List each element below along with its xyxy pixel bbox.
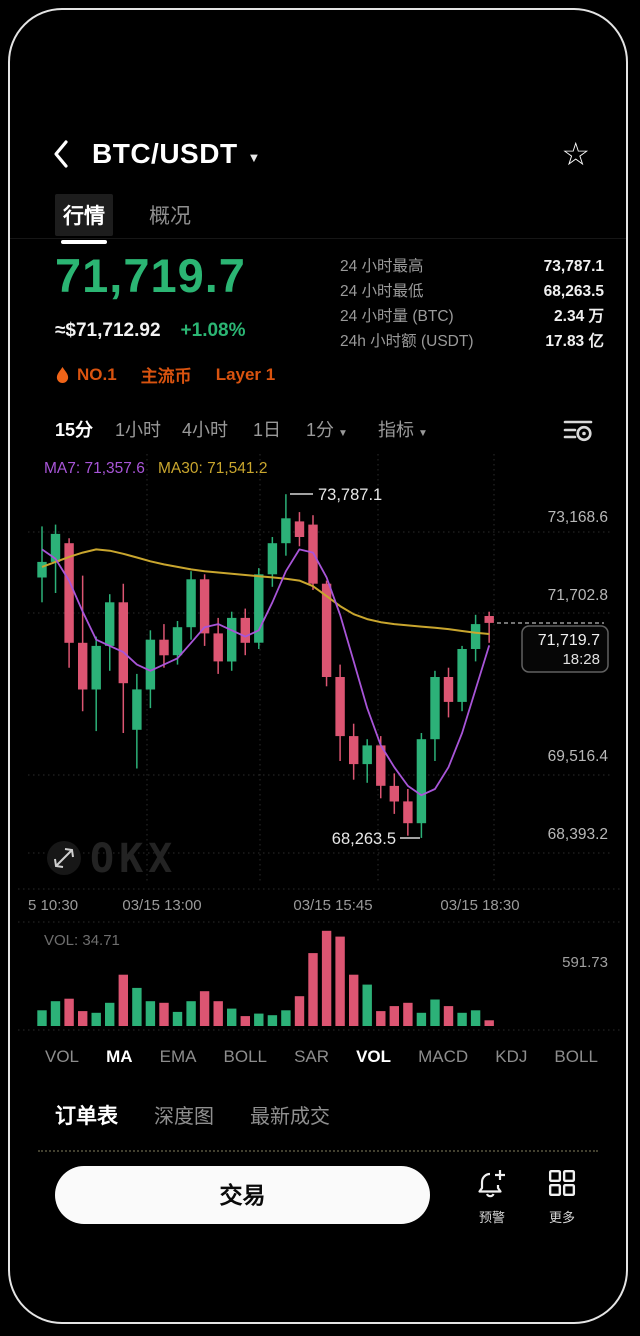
dotted-divider bbox=[38, 1150, 598, 1152]
stat-row: 24 小时最低 68,263.5 bbox=[340, 283, 604, 300]
badge-time: 18:28 bbox=[562, 651, 600, 668]
ind-boll[interactable]: BOLL bbox=[223, 1047, 267, 1066]
last-price-badge[interactable] bbox=[521, 625, 609, 673]
pair-title[interactable]: BTC/USDT bbox=[92, 138, 238, 169]
layer1-badge[interactable]: Layer 1 bbox=[215, 364, 276, 384]
pair-dropdown-icon[interactable]: ▼ bbox=[247, 149, 261, 165]
ma30-line bbox=[41, 548, 490, 635]
ind-macd[interactable]: MACD bbox=[418, 1047, 469, 1066]
svg-text:5 10:30: 5 10:30 bbox=[28, 897, 78, 914]
svg-text:03/15 18:30: 03/15 18:30 bbox=[440, 897, 519, 914]
header: BTC/USDT ▼ ☆ bbox=[10, 130, 626, 178]
stat-row: 24 小时最高 73,787.1 bbox=[340, 258, 604, 275]
ma30-label: MA30: 71,541.2 bbox=[158, 460, 267, 477]
ind-sar[interactable]: SAR bbox=[294, 1047, 330, 1066]
candlestick-series bbox=[37, 494, 494, 838]
trade-button[interactable]: 交易 bbox=[55, 1166, 430, 1224]
tab-overview[interactable]: 概况 bbox=[149, 205, 191, 228]
chart-settings-icon[interactable] bbox=[560, 415, 596, 445]
tab-market[interactable]: 行情 bbox=[55, 194, 113, 244]
indicator-dropdown[interactable]: 指标 ▼ bbox=[378, 420, 428, 440]
alert-bell-icon bbox=[478, 1170, 505, 1198]
approx-usd: ≈$71,712.92 bbox=[55, 320, 161, 341]
svg-text:03/15 15:45: 03/15 15:45 bbox=[293, 897, 372, 914]
volume-series bbox=[37, 930, 494, 1026]
stat-row: 24h 小时额 (USDT) 17.83 亿 bbox=[340, 333, 604, 350]
okx-watermark: OKX bbox=[90, 836, 177, 882]
rank-badge[interactable]: NO.1 bbox=[55, 365, 117, 385]
flame-icon bbox=[56, 366, 69, 383]
page-tabs: 行情 概况 bbox=[55, 194, 227, 244]
phone-frame: BTC/USDT ▼ ☆ 行情 概况 71,719.7 ≈$71,712.92 … bbox=[8, 8, 628, 1324]
favorite-star-icon[interactable]: ☆ bbox=[561, 136, 590, 172]
ind-kdj[interactable]: KDJ bbox=[495, 1047, 528, 1066]
grid bbox=[18, 454, 622, 1031]
tf-1d[interactable]: 1日 bbox=[253, 420, 282, 440]
x-axis-labels: 5 10:30 03/15 13:00 03/15 15:45 03/15 18… bbox=[28, 897, 520, 914]
svg-text:73,168.6: 73,168.6 bbox=[548, 509, 608, 526]
more-grid-icon bbox=[548, 1169, 576, 1197]
ind-ema[interactable]: EMA bbox=[159, 1047, 197, 1066]
alert-label: 预警 bbox=[478, 1210, 505, 1225]
vol-current-label: VOL: 34.71 bbox=[44, 932, 120, 949]
more-label: 更多 bbox=[548, 1210, 575, 1225]
timeframe-row: 15分 1小时 4小时 1日 1分 ▼ 指标 ▼ bbox=[10, 412, 626, 448]
chevron-down-icon: ▼ bbox=[338, 428, 348, 439]
price-chart[interactable]: OKX MA7: 71,357.6 MA30: 71,541.2 73,168.… bbox=[8, 448, 628, 1036]
tab-latest-trades[interactable]: 最新成交 bbox=[250, 1106, 330, 1128]
chevron-down-icon: ▼ bbox=[418, 428, 428, 439]
divider bbox=[10, 238, 626, 239]
tf-more-dropdown[interactable]: 1分 ▼ bbox=[306, 420, 348, 440]
fiat-row: ≈$71,712.92 +1.08% bbox=[55, 320, 246, 342]
tf-4h[interactable]: 4小时 bbox=[182, 420, 229, 440]
badge-price: 71,719.7 bbox=[538, 632, 600, 649]
bottom-tabs: 订单表 深度图 最新成交 bbox=[55, 1100, 330, 1130]
stats-panel: 24 小时最高 73,787.1 24 小时最低 68,263.5 24 小时量 (… bbox=[340, 254, 604, 354]
change-percent: +1.08% bbox=[180, 320, 246, 341]
ind-vol-main[interactable]: VOL bbox=[45, 1047, 80, 1066]
svg-text:03/15 13:00: 03/15 13:00 bbox=[122, 897, 201, 914]
alert-action[interactable]: 预警 bbox=[463, 1168, 521, 1226]
expand-icon[interactable] bbox=[47, 841, 81, 875]
y-axis-labels: 73,168.6 71,702.8 69,516.4 68,393.2 bbox=[548, 509, 609, 843]
high-annotation: 73,787.1 bbox=[318, 486, 382, 504]
more-action[interactable]: 更多 bbox=[533, 1168, 591, 1226]
badges-row: NO.1 主流币 Layer 1 bbox=[55, 362, 275, 387]
back-icon[interactable] bbox=[48, 137, 74, 171]
indicator-tabs: VOL MA EMA BOLL SAR VOL MACD KDJ BOLL bbox=[45, 1040, 598, 1074]
tf-1h[interactable]: 1小时 bbox=[115, 420, 162, 440]
svg-text:69,516.4: 69,516.4 bbox=[548, 748, 609, 765]
tab-depth-chart[interactable]: 深度图 bbox=[154, 1106, 214, 1128]
tab-order-book[interactable]: 订单表 bbox=[55, 1105, 118, 1128]
last-price: 71,719.7 bbox=[55, 249, 246, 302]
ind-ma[interactable]: MA bbox=[106, 1047, 133, 1066]
ma7-label: MA7: 71,357.6 bbox=[44, 460, 145, 477]
ma7-line bbox=[41, 548, 491, 797]
vol-axis-max: 591.73 bbox=[562, 954, 608, 971]
tf-15m[interactable]: 15分 bbox=[55, 420, 94, 440]
mainstream-badge[interactable]: 主流币 bbox=[140, 367, 192, 386]
svg-text:68,393.2: 68,393.2 bbox=[548, 826, 608, 843]
ind-vol-sub[interactable]: VOL bbox=[356, 1047, 392, 1066]
svg-text:71,702.8: 71,702.8 bbox=[548, 587, 608, 604]
low-annotation: 68,263.5 bbox=[332, 830, 396, 848]
ind-boll2[interactable]: BOLL bbox=[554, 1047, 598, 1066]
stat-row: 24 小时量 (BTC) 2.34 万 bbox=[340, 308, 604, 325]
